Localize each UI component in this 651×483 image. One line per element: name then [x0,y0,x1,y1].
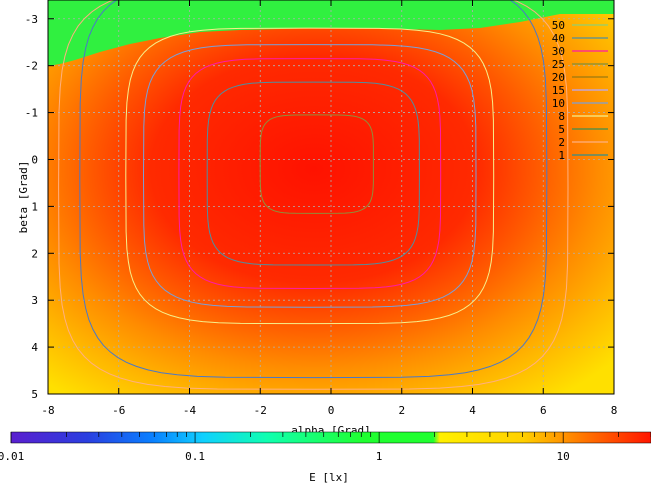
y-tick-label: -1 [25,107,38,120]
x-tick-label: 0 [328,404,335,417]
legend-label: 10 [552,97,565,110]
legend-label: 2 [558,136,565,149]
contour-lines [58,0,569,390]
y-tick-label: 0 [31,153,38,166]
contour-10 [142,44,477,308]
plot-area [48,0,614,394]
legend-label: 8 [558,110,565,123]
x-tick-label: -6 [112,404,125,417]
contour-30 [259,114,374,214]
colorbar-tick-label: 10 [557,450,570,463]
colorbar-tick-label: 0.01 [0,450,24,463]
x-tick-label: 2 [398,404,405,417]
legend-label: 1 [558,149,565,162]
y-tick-label: 3 [31,294,38,307]
y-tick-label: 2 [31,247,38,260]
y-tick-label: 5 [31,388,38,401]
colorbar-tick-label: 0.1 [185,450,205,463]
contour-5 [79,0,548,379]
legend-label: 40 [552,32,565,45]
x-tick-label: 6 [540,404,547,417]
contour-15 [178,58,442,290]
y-tick-label: -3 [25,13,38,26]
colorbar-ticks: 0.01 0.1 1 10 [0,432,651,463]
colorbar-tick-label: 1 [376,450,383,463]
x-tick-label: -8 [41,404,54,417]
contour-20 [206,81,420,266]
contour-2 [58,0,569,390]
legend-label: 30 [552,45,565,58]
x-axis-ticks: -8 -6 -4 -2 0 2 4 6 8 [41,0,617,417]
colorbar-label: E [lx] [309,471,349,483]
y-axis-label: beta [Grad] [17,161,30,234]
legend-label: 25 [552,58,565,71]
legend-label: 15 [552,84,565,97]
legend-label: 5 [558,123,565,136]
legend-label: 50 [552,19,565,32]
legend-label: 20 [552,71,565,84]
x-tick-label: 8 [611,404,618,417]
x-tick-label: -4 [183,404,197,417]
contour-8 [125,27,495,325]
y-tick-label: -2 [25,60,38,73]
y-tick-label: 4 [31,341,38,354]
y-tick-label: 1 [31,200,38,213]
grid [48,0,614,394]
x-tick-label: -2 [254,404,267,417]
x-tick-label: 4 [469,404,476,417]
